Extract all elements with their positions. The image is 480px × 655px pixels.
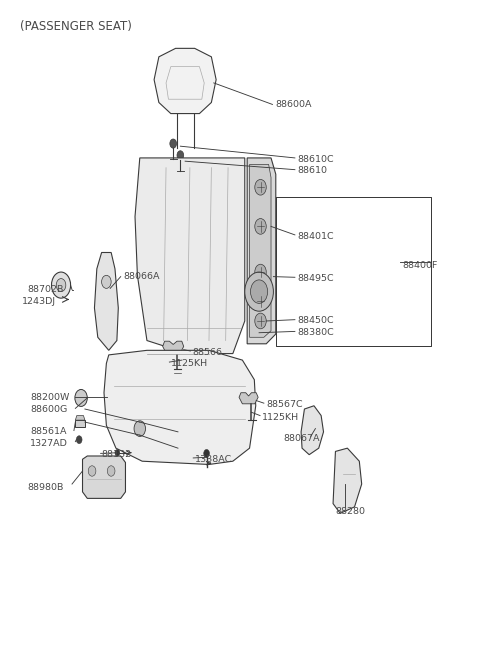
Text: 88066A: 88066A [123,272,159,281]
Circle shape [102,275,111,288]
Text: 88610C: 88610C [297,155,334,164]
Polygon shape [135,158,245,354]
Circle shape [255,313,266,329]
Polygon shape [301,405,324,455]
Text: 88400F: 88400F [402,261,438,270]
Circle shape [255,219,266,234]
Text: 88132: 88132 [102,450,132,459]
Text: (PASSENGER SEAT): (PASSENGER SEAT) [21,20,132,33]
Text: 88280: 88280 [336,507,365,516]
Polygon shape [239,393,258,404]
Polygon shape [95,252,118,350]
Text: 1125KH: 1125KH [171,359,208,368]
Text: 88702B: 88702B [28,285,64,294]
Text: 88980B: 88980B [28,483,64,492]
Text: 88401C: 88401C [297,232,334,240]
Polygon shape [333,448,362,514]
Circle shape [134,421,145,436]
Circle shape [56,278,66,291]
Text: 88600A: 88600A [276,100,312,109]
Text: 1338AC: 1338AC [195,455,232,464]
Text: 88561A: 88561A [30,427,67,436]
Text: 1125KH: 1125KH [262,413,299,422]
Polygon shape [104,350,256,464]
Polygon shape [154,48,216,113]
Circle shape [88,466,96,476]
Text: 88600G: 88600G [30,405,67,414]
Circle shape [76,436,82,443]
Circle shape [251,280,268,303]
Circle shape [170,139,177,148]
Polygon shape [75,415,85,420]
Circle shape [115,449,120,456]
Circle shape [108,466,115,476]
Circle shape [255,179,266,195]
Polygon shape [250,164,271,337]
Circle shape [255,264,266,280]
Circle shape [204,449,209,457]
Polygon shape [247,158,276,344]
Text: 88566: 88566 [192,348,222,357]
Text: 88200W: 88200W [30,393,70,402]
Circle shape [51,272,71,298]
Circle shape [255,293,266,309]
Text: 88495C: 88495C [297,274,334,283]
Text: 88067A: 88067A [283,434,320,443]
Text: 1327AD: 1327AD [30,439,68,448]
Text: 88567C: 88567C [266,400,303,409]
Circle shape [177,151,184,160]
Text: 88610: 88610 [297,166,327,176]
Circle shape [245,272,274,311]
Polygon shape [83,456,125,498]
Text: 88380C: 88380C [297,328,334,337]
Polygon shape [75,420,85,426]
Text: 1243DJ: 1243DJ [22,297,56,306]
Circle shape [75,390,87,406]
Text: 88450C: 88450C [297,316,334,326]
Polygon shape [163,341,184,355]
